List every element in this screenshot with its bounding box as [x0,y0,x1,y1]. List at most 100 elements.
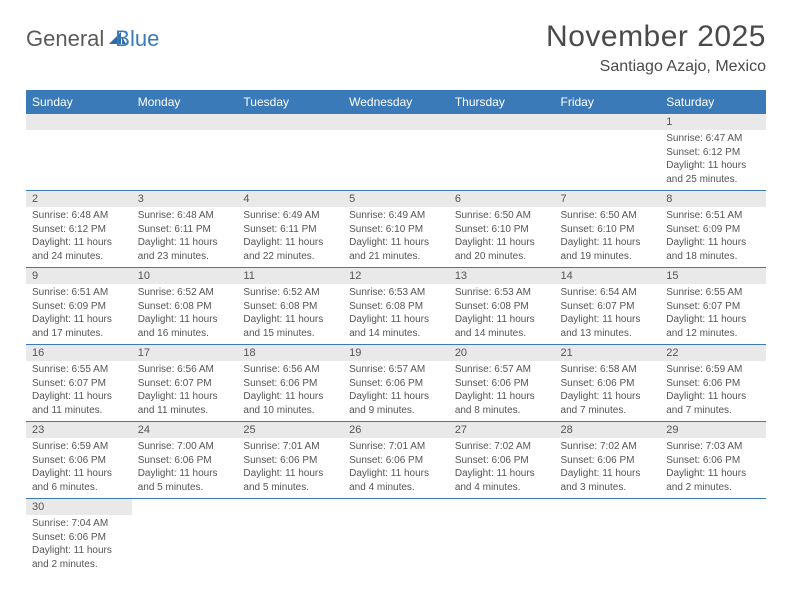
calendar-cell: 7Sunrise: 6:50 AMSunset: 6:10 PMDaylight… [555,191,661,268]
day-number: 21 [555,345,661,361]
calendar-row: 16Sunrise: 6:55 AMSunset: 6:07 PMDayligh… [26,345,766,422]
calendar-row: 2Sunrise: 6:48 AMSunset: 6:12 PMDaylight… [26,191,766,268]
day-number: 4 [237,191,343,207]
calendar-row: 9Sunrise: 6:51 AMSunset: 6:09 PMDaylight… [26,268,766,345]
day-details: Sunrise: 6:48 AMSunset: 6:11 PMDaylight:… [132,207,238,267]
calendar-cell: 9Sunrise: 6:51 AMSunset: 6:09 PMDaylight… [26,268,132,345]
day-details: Sunrise: 6:50 AMSunset: 6:10 PMDaylight:… [449,207,555,267]
day-header-row: SundayMondayTuesdayWednesdayThursdayFrid… [26,90,766,114]
calendar-cell: 27Sunrise: 7:02 AMSunset: 6:06 PMDayligh… [449,422,555,499]
day-details: Sunrise: 6:56 AMSunset: 6:06 PMDaylight:… [237,361,343,421]
day-number: 28 [555,422,661,438]
calendar-cell [237,499,343,576]
day-details: Sunrise: 6:52 AMSunset: 6:08 PMDaylight:… [237,284,343,344]
calendar-cell: 5Sunrise: 6:49 AMSunset: 6:10 PMDaylight… [343,191,449,268]
day-details: Sunrise: 6:59 AMSunset: 6:06 PMDaylight:… [26,438,132,498]
calendar-cell [237,114,343,191]
calendar-row: 23Sunrise: 6:59 AMSunset: 6:06 PMDayligh… [26,422,766,499]
calendar-cell: 8Sunrise: 6:51 AMSunset: 6:09 PMDaylight… [660,191,766,268]
day-number: 2 [26,191,132,207]
day-number: 6 [449,191,555,207]
day-details: Sunrise: 6:56 AMSunset: 6:07 PMDaylight:… [132,361,238,421]
calendar-cell: 23Sunrise: 6:59 AMSunset: 6:06 PMDayligh… [26,422,132,499]
day-details: Sunrise: 6:52 AMSunset: 6:08 PMDaylight:… [132,284,238,344]
calendar-cell: 10Sunrise: 6:52 AMSunset: 6:08 PMDayligh… [132,268,238,345]
logo-text-1: General [26,26,104,52]
calendar-body: 1Sunrise: 6:47 AMSunset: 6:12 PMDaylight… [26,114,766,575]
calendar-cell: 1Sunrise: 6:47 AMSunset: 6:12 PMDaylight… [660,114,766,191]
calendar-cell: 11Sunrise: 6:52 AMSunset: 6:08 PMDayligh… [237,268,343,345]
calendar-cell: 28Sunrise: 7:02 AMSunset: 6:06 PMDayligh… [555,422,661,499]
day-number: 24 [132,422,238,438]
day-number: 15 [660,268,766,284]
day-details: Sunrise: 6:58 AMSunset: 6:06 PMDaylight:… [555,361,661,421]
calendar-table: SundayMondayTuesdayWednesdayThursdayFrid… [26,90,766,575]
day-details: Sunrise: 6:53 AMSunset: 6:08 PMDaylight:… [449,284,555,344]
day-number: 30 [26,499,132,515]
logo: General Blue [26,26,159,52]
day-details: Sunrise: 7:00 AMSunset: 6:06 PMDaylight:… [132,438,238,498]
calendar-cell [26,114,132,191]
calendar-cell [132,499,238,576]
calendar-row: 1Sunrise: 6:47 AMSunset: 6:12 PMDaylight… [26,114,766,191]
calendar-cell [449,499,555,576]
day-details: Sunrise: 6:53 AMSunset: 6:08 PMDaylight:… [343,284,449,344]
day-number: 26 [343,422,449,438]
calendar-cell [660,499,766,576]
day-header: Friday [555,90,661,114]
calendar-row: 30Sunrise: 7:04 AMSunset: 6:06 PMDayligh… [26,499,766,576]
empty-daynum [343,114,449,130]
day-details: Sunrise: 6:48 AMSunset: 6:12 PMDaylight:… [26,207,132,267]
day-details: Sunrise: 6:54 AMSunset: 6:07 PMDaylight:… [555,284,661,344]
calendar-cell: 3Sunrise: 6:48 AMSunset: 6:11 PMDaylight… [132,191,238,268]
calendar-cell [555,499,661,576]
day-details: Sunrise: 7:01 AMSunset: 6:06 PMDaylight:… [237,438,343,498]
day-number: 20 [449,345,555,361]
day-number: 5 [343,191,449,207]
day-number: 25 [237,422,343,438]
day-number: 7 [555,191,661,207]
calendar-cell: 2Sunrise: 6:48 AMSunset: 6:12 PMDaylight… [26,191,132,268]
day-header: Saturday [660,90,766,114]
calendar-cell: 13Sunrise: 6:53 AMSunset: 6:08 PMDayligh… [449,268,555,345]
day-number: 17 [132,345,238,361]
calendar-cell [343,499,449,576]
empty-daynum [132,114,238,130]
calendar-cell [555,114,661,191]
day-number: 8 [660,191,766,207]
day-number: 10 [132,268,238,284]
day-number: 11 [237,268,343,284]
calendar-cell: 21Sunrise: 6:58 AMSunset: 6:06 PMDayligh… [555,345,661,422]
empty-daynum [555,114,661,130]
day-number: 1 [660,114,766,130]
day-header: Sunday [26,90,132,114]
day-details: Sunrise: 6:47 AMSunset: 6:12 PMDaylight:… [660,130,766,190]
calendar-cell: 22Sunrise: 6:59 AMSunset: 6:06 PMDayligh… [660,345,766,422]
day-details: Sunrise: 7:01 AMSunset: 6:06 PMDaylight:… [343,438,449,498]
day-details: Sunrise: 6:57 AMSunset: 6:06 PMDaylight:… [449,361,555,421]
calendar-cell: 26Sunrise: 7:01 AMSunset: 6:06 PMDayligh… [343,422,449,499]
empty-daynum [449,114,555,130]
calendar-cell: 16Sunrise: 6:55 AMSunset: 6:07 PMDayligh… [26,345,132,422]
day-details: Sunrise: 6:51 AMSunset: 6:09 PMDaylight:… [26,284,132,344]
calendar-cell: 25Sunrise: 7:01 AMSunset: 6:06 PMDayligh… [237,422,343,499]
calendar-cell: 24Sunrise: 7:00 AMSunset: 6:06 PMDayligh… [132,422,238,499]
day-details: Sunrise: 6:50 AMSunset: 6:10 PMDaylight:… [555,207,661,267]
calendar-cell: 6Sunrise: 6:50 AMSunset: 6:10 PMDaylight… [449,191,555,268]
calendar-cell: 4Sunrise: 6:49 AMSunset: 6:11 PMDaylight… [237,191,343,268]
day-details: Sunrise: 6:49 AMSunset: 6:11 PMDaylight:… [237,207,343,267]
calendar-cell: 19Sunrise: 6:57 AMSunset: 6:06 PMDayligh… [343,345,449,422]
day-number: 18 [237,345,343,361]
day-header: Monday [132,90,238,114]
empty-daynum [237,114,343,130]
day-header: Wednesday [343,90,449,114]
calendar-cell [132,114,238,191]
day-details: Sunrise: 6:55 AMSunset: 6:07 PMDaylight:… [660,284,766,344]
day-number: 14 [555,268,661,284]
day-number: 27 [449,422,555,438]
day-details: Sunrise: 7:04 AMSunset: 6:06 PMDaylight:… [26,515,132,575]
day-number: 3 [132,191,238,207]
day-details: Sunrise: 6:49 AMSunset: 6:10 PMDaylight:… [343,207,449,267]
calendar-cell: 15Sunrise: 6:55 AMSunset: 6:07 PMDayligh… [660,268,766,345]
day-number: 13 [449,268,555,284]
